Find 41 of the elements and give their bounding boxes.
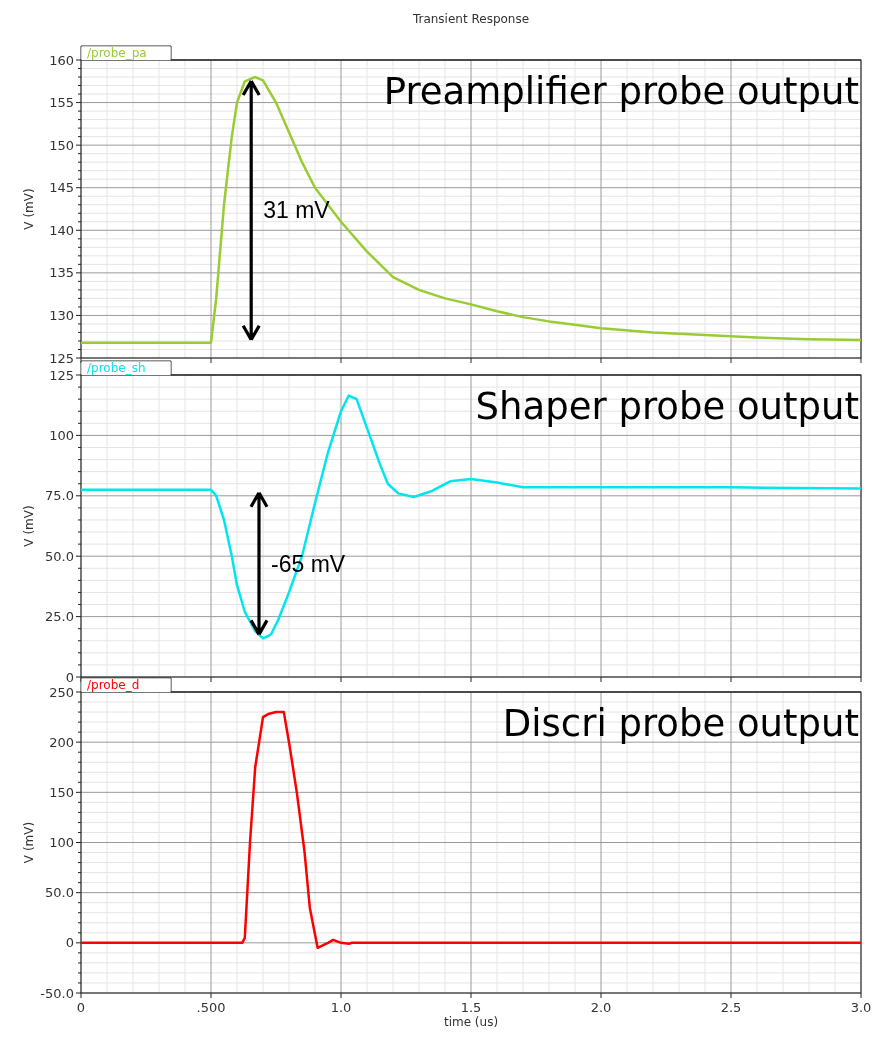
- y-axis-title: V (mV): [22, 188, 36, 230]
- line-series: [79, 75, 863, 344]
- x-axis-title: time (us): [443, 1015, 499, 1029]
- y-axis-title: V (mV): [22, 505, 36, 547]
- y-tick-label: -50.0: [40, 985, 74, 1001]
- y-tick-label: 200: [49, 734, 74, 750]
- annotation: Preamplifier probe output: [383, 70, 859, 113]
- chart-title: Transient Response: [411, 12, 530, 26]
- annotation: Shaper probe output: [475, 385, 859, 428]
- y-tick-label: 155: [49, 95, 74, 111]
- y-tick-label: 145: [49, 180, 74, 196]
- x-tick-label: 3.0: [850, 1000, 872, 1015]
- x-tick-label: 1.0: [330, 1000, 352, 1015]
- y-tick-label: 50.0: [45, 548, 74, 564]
- y-tick-label: 250: [49, 684, 74, 700]
- y-tick-label: 125: [49, 367, 74, 383]
- y-tick-label: 125: [49, 350, 74, 366]
- y-tick-label: 160: [49, 52, 74, 68]
- y-tick-label: 100: [49, 427, 74, 443]
- y-axis-title: V (mV): [22, 821, 36, 864]
- y-tick-label: 150: [49, 784, 74, 800]
- y-tick-label: 130: [49, 307, 74, 323]
- text: /probe_sh: [87, 361, 146, 375]
- y-tick-label: 150: [49, 137, 74, 153]
- y-tick-label: 100: [49, 835, 74, 851]
- y-tick-label: 140: [49, 222, 74, 238]
- annotation: Discri probe output: [502, 702, 859, 745]
- text: /probe_pa: [87, 46, 147, 60]
- text: /probe_d: [87, 678, 140, 692]
- x-tick-label: 1.5: [460, 1000, 482, 1015]
- x-tick-label: 0: [76, 1000, 86, 1015]
- y-tick-label: 75.0: [45, 488, 74, 504]
- y-tick-label: 0: [65, 669, 74, 685]
- y-tick-label: 135: [49, 265, 74, 281]
- y-tick-label: 0: [65, 935, 74, 951]
- y-tick-label: 25.0: [45, 609, 74, 625]
- x-tick-label: 2.5: [720, 1000, 742, 1015]
- x-tick-label: 2.0: [590, 1000, 612, 1015]
- x-tick-label: .500: [196, 1000, 226, 1015]
- y-tick-label: 50.0: [45, 885, 74, 901]
- annotation: 31 mV: [263, 197, 331, 224]
